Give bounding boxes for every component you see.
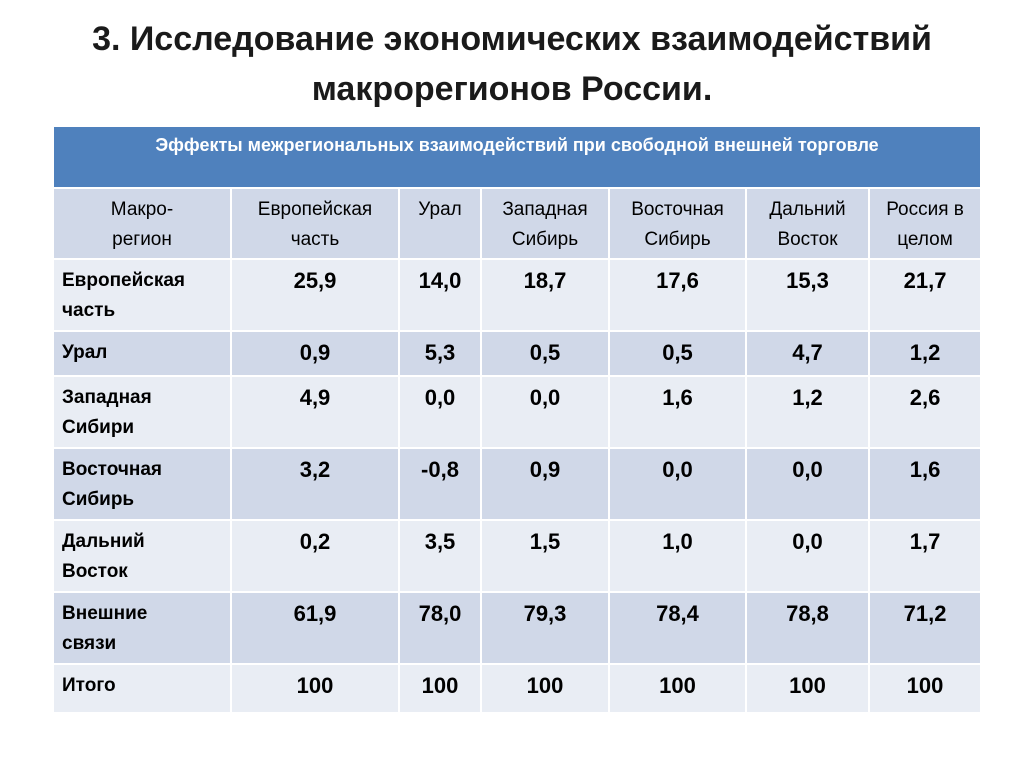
- row-label: Восточная Сибирь: [52, 447, 232, 521]
- cell-value: 25,9: [230, 258, 400, 332]
- table-row: Урал 0,9 5,3 0,5 0,5 4,7 1,2: [52, 330, 983, 377]
- column-header: Россия в целом: [867, 187, 983, 260]
- row-label: Урал: [52, 330, 232, 377]
- cell-value: 1,2: [867, 330, 983, 377]
- cell-value: 21,7: [867, 258, 983, 332]
- cell-value: 0,0: [480, 375, 610, 449]
- cell-value: 0,0: [398, 375, 482, 449]
- cell-value: 78,0: [398, 591, 482, 665]
- cell-value: 0,9: [230, 330, 400, 377]
- row-label: Дальний Восток: [52, 519, 232, 593]
- cell-value: 3,5: [398, 519, 482, 593]
- column-header: Дальний Восток: [745, 187, 870, 260]
- cell-value: -0,8: [398, 447, 482, 521]
- cell-value: 61,9: [230, 591, 400, 665]
- cell-value: 4,9: [230, 375, 400, 449]
- column-header: Макро- регион: [52, 187, 232, 260]
- cell-value: 100: [230, 663, 400, 714]
- table-row: Итого 100 100 100 100 100 100: [52, 663, 983, 714]
- cell-value: 14,0: [398, 258, 482, 332]
- cell-value: 100: [398, 663, 482, 714]
- header-row: Макро- регион Европейская часть Урал Западн…: [52, 187, 983, 260]
- cell-value: 79,3: [480, 591, 610, 665]
- row-label: Внешние связи: [52, 591, 232, 665]
- cell-value: 78,8: [745, 591, 870, 665]
- cell-value: 100: [745, 663, 870, 714]
- cell-value: 1,6: [867, 447, 983, 521]
- cell-value: 4,7: [745, 330, 870, 377]
- cell-value: 0,2: [230, 519, 400, 593]
- cell-value: 100: [867, 663, 983, 714]
- cell-value: 5,3: [398, 330, 482, 377]
- cell-value: 1,2: [745, 375, 870, 449]
- cell-value: 100: [480, 663, 610, 714]
- table-row: Дальний Восток 0,2 3,5 1,5 1,0 0,0 1,7: [52, 519, 983, 593]
- cell-value: 1,0: [608, 519, 747, 593]
- cell-value: 17,6: [608, 258, 747, 332]
- cell-value: 0,0: [745, 519, 870, 593]
- cell-value: 0,0: [608, 447, 747, 521]
- table-row: Внешние связи 61,9 78,0 79,3 78,4 78,8 71,2: [52, 591, 983, 665]
- table-row: Западная Сибири 4,9 0,0 0,0 1,6 1,2 2,6: [52, 375, 983, 449]
- cell-value: 0,5: [608, 330, 747, 377]
- row-label: Европейская часть: [52, 258, 232, 332]
- table-caption: Эффекты межрегиональных взаимодействий п…: [51, 125, 983, 189]
- column-header: Европейская часть: [230, 187, 400, 260]
- cell-value: 15,3: [745, 258, 870, 332]
- cell-value: 71,2: [867, 591, 983, 665]
- cell-value: 100: [608, 663, 747, 714]
- data-table: Эффекты межрегиональных взаимодействий п…: [51, 125, 983, 714]
- row-label: Западная Сибири: [52, 375, 232, 449]
- table-row: Европейская часть 25,9 14,0 18,7 17,6 15,3 21,…: [52, 258, 983, 332]
- table-row: Восточная Сибирь 3,2 -0,8 0,9 0,0 0,0 1,6: [52, 447, 983, 521]
- cell-value: 1,6: [608, 375, 747, 449]
- cell-value: 0,5: [480, 330, 610, 377]
- column-header: Западная Сибирь: [480, 187, 610, 260]
- column-header: Восточная Сибирь: [608, 187, 747, 260]
- slide-title: 3. Исследование экономических взаимодейс…: [0, 14, 1024, 114]
- cell-value: 0,0: [745, 447, 870, 521]
- cell-value: 78,4: [608, 591, 747, 665]
- cell-value: 3,2: [230, 447, 400, 521]
- title-line: макрорегионов России.: [311, 70, 713, 108]
- title-line: 3. Исследование экономических взаимодейс…: [92, 20, 932, 58]
- column-header: Урал: [398, 187, 482, 260]
- cell-value: 1,5: [480, 519, 610, 593]
- cell-value: 1,7: [867, 519, 983, 593]
- cell-value: 18,7: [480, 258, 610, 332]
- row-label: Итого: [52, 663, 232, 714]
- cell-value: 0,9: [480, 447, 610, 521]
- cell-value: 2,6: [867, 375, 983, 449]
